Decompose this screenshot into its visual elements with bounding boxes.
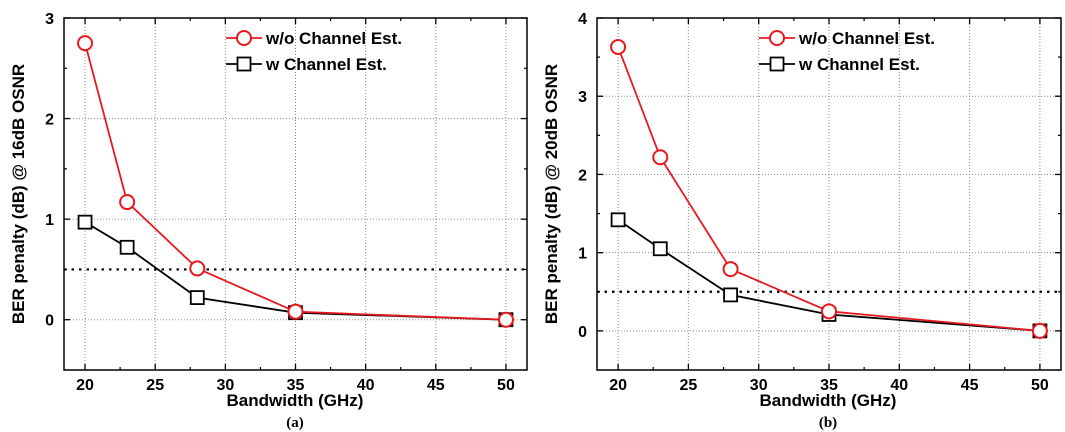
y-tick-label: 2: [578, 167, 587, 184]
data-point: [1031, 322, 1048, 339]
data-point: [722, 261, 739, 278]
panel-caption: (a): [286, 415, 304, 431]
x-tick-label: 40: [890, 377, 908, 394]
legend-marker: [236, 56, 252, 72]
x-tick-label: 25: [679, 377, 697, 394]
y-tick-label: 1: [45, 212, 54, 229]
x-tick-label: 45: [427, 377, 445, 394]
x-tick-label: 20: [76, 377, 94, 394]
x-tick-label: 35: [287, 377, 305, 394]
chart-panel-b: 20 25 30 35 40 45 50 0 1 2 3 4 w/o Channel Est. w Cha…: [542, 11, 1062, 431]
data-point: [119, 194, 136, 211]
legend-label: w Channel Est.: [265, 55, 387, 74]
y-axis-label: BER penalty (dB) @ 16dB OSNR: [9, 64, 28, 324]
y-tick-label: 0: [578, 324, 587, 341]
x-tick-label: 20: [609, 377, 627, 394]
y-tick-label: 0: [45, 313, 54, 330]
legend-label: w/o Channel Est.: [798, 29, 935, 48]
x-tick-label: 40: [357, 377, 375, 394]
data-point: [189, 260, 206, 277]
data-point: [119, 239, 135, 255]
y-axis-label: BER penalty (dB) @ 20dB OSNR: [542, 64, 561, 324]
legend-label: w Channel Est.: [798, 55, 920, 74]
legend-marker: [769, 30, 785, 46]
data-point: [821, 303, 837, 320]
data-point: [77, 35, 94, 52]
y-tick-label: 3: [45, 11, 54, 28]
legend-marker: [769, 56, 785, 72]
x-tick-label: 30: [750, 377, 768, 394]
y-tick-label: 3: [578, 89, 587, 106]
data-point: [652, 149, 669, 166]
plot-frame: [596, 17, 1062, 371]
x-tick-label: 50: [497, 377, 515, 394]
y-tick-label: 1: [578, 246, 587, 263]
legend-label: w/o Channel Est.: [265, 29, 402, 48]
panel-caption: (b): [819, 415, 837, 431]
chart-panel-a: 20 25 30 35 40 45 50 0 1 2 3 w/o Channel Est. w Chan…: [9, 11, 528, 431]
x-axis-label: Bandwidth (GHz): [760, 391, 897, 410]
legend-marker: [236, 30, 252, 46]
y-tick-label: 4: [578, 11, 587, 28]
x-tick-label: 25: [146, 377, 164, 394]
x-tick-label: 45: [961, 377, 979, 394]
data-point: [287, 303, 304, 320]
data-point: [497, 311, 514, 328]
plot-frame: [63, 17, 528, 371]
data-point: [189, 290, 205, 305]
y-tick-label: 2: [45, 112, 54, 129]
data-point: [723, 287, 738, 303]
x-tick-label: 50: [1031, 377, 1049, 394]
x-tick-label: 35: [820, 377, 838, 394]
data-point: [610, 212, 626, 228]
x-axis-label: Bandwidth (GHz): [227, 391, 364, 410]
data-point: [77, 214, 93, 230]
data-point: [652, 241, 668, 257]
data-point: [610, 38, 627, 55]
x-tick-label: 30: [216, 377, 234, 394]
